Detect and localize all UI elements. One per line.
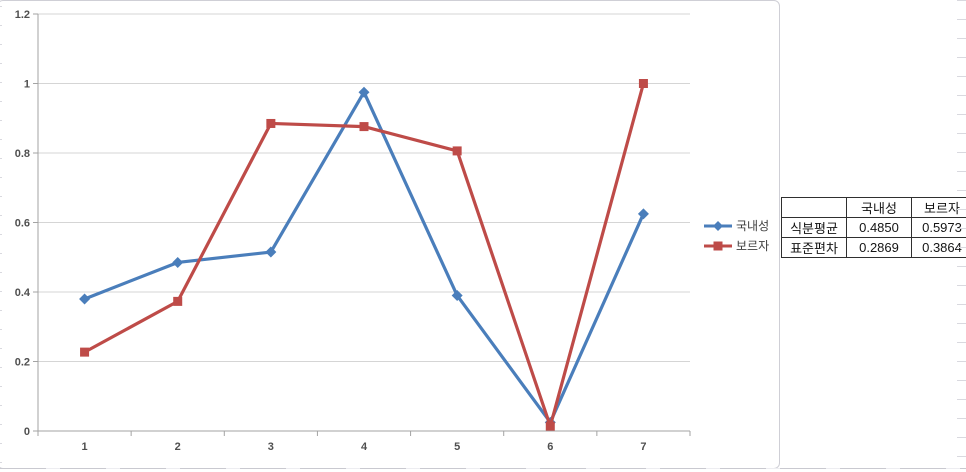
data-point-marker[interactable] [451,289,463,301]
legend-item-series-2[interactable]: 보르자 [703,236,769,256]
series-line-2[interactable] [82,81,646,428]
y-tick-label: 0.2 [15,357,30,369]
stats-header-series-1[interactable]: 국내성 [846,197,912,218]
x-tick-label: 1 [82,441,88,453]
data-point-marker[interactable] [358,86,370,98]
chart-legend[interactable]: 국내성 보르자 [703,216,769,256]
stats-row-label-mean[interactable]: 식분평균 [781,217,847,238]
stats-row-label-stdev[interactable]: 표준편차 [781,237,847,258]
stats-table-stdev-row: 표준편차 0.2869 0.3864 [781,237,966,258]
line-chart-plot-area[interactable]: 1.2 1 0.8 0.6 0.4 0.2 0 1 2 3 4 5 6 7 [0,0,700,468]
data-point-marker[interactable] [172,256,184,268]
y-tick-label: 0.8 [15,148,30,160]
y-tick-label: 0.4 [15,287,31,299]
legend-label: 보르자 [736,239,770,253]
legend-item-series-1[interactable]: 국내성 [703,216,769,236]
legend-marker-diamond-icon [704,221,732,231]
data-point-marker[interactable] [80,347,90,357]
y-tick-label: 1.2 [15,9,30,21]
y-tick-label: 1 [24,79,30,91]
x-tick-label: 2 [175,441,181,453]
data-point-marker[interactable] [359,122,369,132]
chart-object[interactable] [0,0,780,469]
x-tick-label: 6 [547,441,553,453]
legend-marker-square-icon [704,241,732,251]
stats-table[interactable]: 국내성 보르자 식분평균 0.4850 0.5973 표준편차 0.2869 0… [781,197,966,258]
stats-cell-corner[interactable] [781,197,847,218]
stats-table-header-row: 국내성 보르자 [781,197,966,218]
stats-mean-value-1[interactable]: 0.4850 [846,217,912,238]
data-point-marker[interactable] [545,421,555,431]
x-tick-label: 7 [640,441,646,453]
x-tick-label: 4 [361,441,368,453]
stats-table-mean-row: 식분평균 0.4850 0.5973 [781,217,966,238]
data-point-marker[interactable] [173,296,183,306]
stats-stdev-value-2[interactable]: 0.3864 [911,237,966,258]
x-tick-label: 3 [268,441,274,453]
x-tick-label: 5 [454,441,460,453]
y-tick-label: 0.6 [15,218,30,230]
data-point-marker[interactable] [638,79,648,88]
data-point-marker[interactable] [452,146,462,156]
stats-stdev-value-1[interactable]: 0.2869 [846,237,912,258]
stats-mean-value-2[interactable]: 0.5973 [911,217,966,238]
data-point-marker[interactable] [79,293,91,305]
stats-header-series-2[interactable]: 보르자 [911,197,966,218]
legend-label: 국내성 [736,219,770,233]
data-point-marker[interactable] [266,118,276,128]
series-line-1[interactable] [82,90,646,424]
data-point-marker[interactable] [265,246,277,258]
y-tick-label: 0 [24,426,30,438]
data-point-marker[interactable] [637,208,649,220]
